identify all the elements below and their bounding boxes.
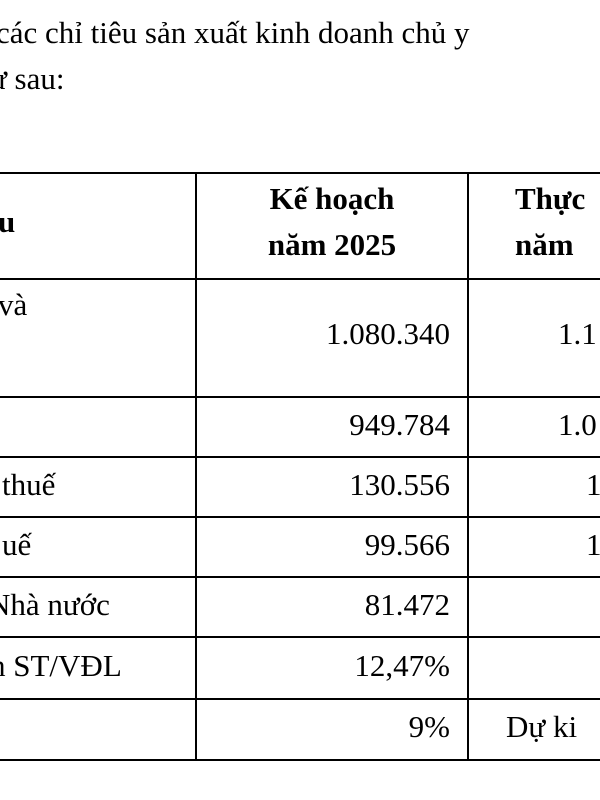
- row-divider: [0, 516, 600, 518]
- row-label: thuế: [2, 467, 56, 502]
- row-divider: [0, 576, 600, 578]
- table-border-bottom: [0, 759, 600, 761]
- row-label: Nhà nước: [0, 587, 110, 622]
- table-border-top: [0, 172, 600, 174]
- row-actual-value: 1.1: [558, 316, 597, 351]
- header-actual-line2: năm: [515, 227, 574, 262]
- row-divider: [0, 278, 600, 280]
- row-plan-value: 12,47%: [354, 648, 450, 683]
- row-actual-value: 1: [586, 467, 600, 502]
- intro-line-1: các chỉ tiêu sản xuất kinh doanh chủ y: [0, 15, 470, 50]
- intro-paragraph: các chỉ tiêu sản xuất kinh doanh chủ y ư…: [0, 10, 600, 102]
- row-plan-value: 9%: [408, 709, 450, 744]
- row-label: uế: [2, 527, 32, 562]
- row-label: h ST/VĐL: [0, 648, 122, 683]
- header-col1: u: [0, 204, 16, 239]
- row-actual-value: 1.0: [558, 407, 597, 442]
- header-actual-line1: Thực: [515, 181, 586, 216]
- row-plan-value: 1.080.340: [326, 316, 450, 351]
- row-label: và: [0, 287, 28, 322]
- row-actual-value: Dự ki: [506, 709, 578, 744]
- row-divider: [0, 636, 600, 638]
- intro-line-2: ư sau:: [0, 61, 65, 96]
- row-plan-value: 81.472: [364, 587, 450, 622]
- header-plan-line2: năm 2025: [267, 227, 397, 262]
- row-plan-value: 99.566: [364, 527, 450, 562]
- row-divider: [0, 698, 600, 700]
- row-actual-value: 1: [586, 527, 600, 562]
- header-plan-line1: Kế hoạch: [269, 181, 395, 216]
- row-plan-value: 130.556: [349, 467, 450, 502]
- row-plan-value: 949.784: [349, 407, 450, 442]
- row-divider: [0, 396, 600, 398]
- row-divider: [0, 456, 600, 458]
